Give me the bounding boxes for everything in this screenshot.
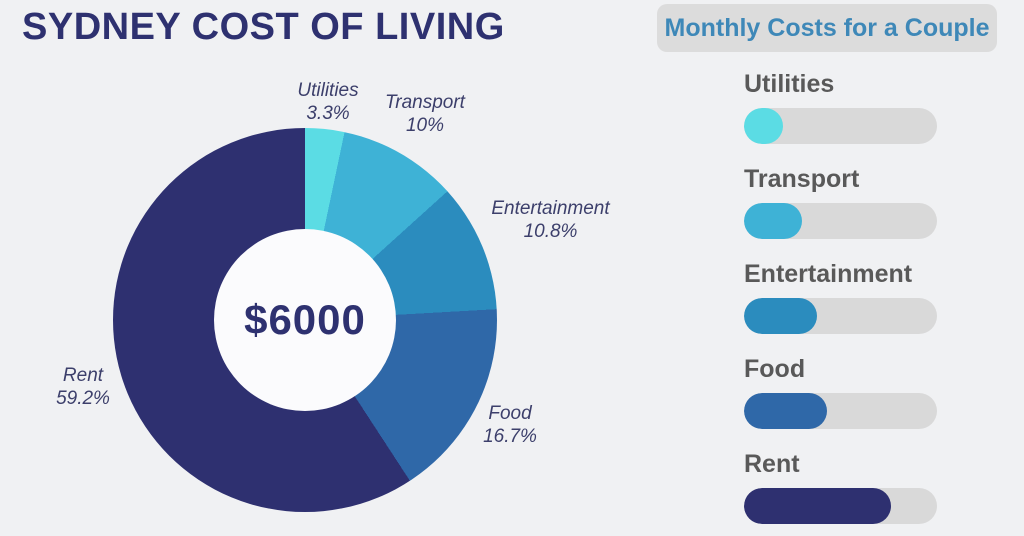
legend-row-entertainment: Entertainment xyxy=(744,260,937,334)
callout-value: 16.7% xyxy=(483,426,537,447)
legend-bar-track xyxy=(744,108,937,144)
callout-transport: Transport 10% xyxy=(370,91,480,137)
legend-row-transport: Transport xyxy=(744,165,937,239)
callout-label: Utilities xyxy=(297,80,359,101)
legend-bar-fill xyxy=(744,393,827,429)
legend-row-food: Food xyxy=(744,355,937,429)
legend-bar-track xyxy=(744,393,937,429)
legend-bar-fill xyxy=(744,488,891,524)
legend-label: Food xyxy=(744,355,806,383)
legend-label: Utilities xyxy=(744,70,835,98)
callout-rent: Rent 59.2% xyxy=(38,364,128,410)
legend-label: Entertainment xyxy=(744,260,913,288)
callout-entertainment: Entertainment 10.8% xyxy=(478,197,623,243)
legend-bar-fill xyxy=(744,298,818,334)
callout-label: Transport xyxy=(385,92,465,113)
callout-food: Food 16.7% xyxy=(465,402,555,448)
callout-value: 10% xyxy=(405,115,445,136)
donut-hole: $6000 xyxy=(214,229,396,411)
donut-center-total: $6000 xyxy=(244,296,366,343)
callout-label: Rent xyxy=(62,365,104,386)
legend-label: Transport xyxy=(744,165,860,193)
callout-label: Entertainment xyxy=(491,198,610,219)
callout-value: 59.2% xyxy=(56,388,110,409)
legend-bar-fill xyxy=(744,108,783,144)
callout-label: Food xyxy=(488,403,532,424)
legend-bar-track xyxy=(744,203,937,239)
legend-label: Rent xyxy=(744,450,800,478)
callout-value: 3.3% xyxy=(306,103,350,124)
legend-row-utilities: Utilities xyxy=(744,70,937,144)
callout-value: 10.8% xyxy=(523,221,578,242)
legend-title-badge: Monthly Costs for a Couple xyxy=(657,4,997,52)
legend-bar-track xyxy=(744,298,937,334)
legend-panel: Utilities Transport Entertainment Food R… xyxy=(744,70,937,536)
legend-bar-track xyxy=(744,488,937,524)
legend-row-rent: Rent xyxy=(744,450,937,524)
page-title: SYDNEY COST OF LIVING xyxy=(22,6,505,48)
callout-utilities: Utilities 3.3% xyxy=(278,79,378,125)
legend-bar-fill xyxy=(744,203,802,239)
